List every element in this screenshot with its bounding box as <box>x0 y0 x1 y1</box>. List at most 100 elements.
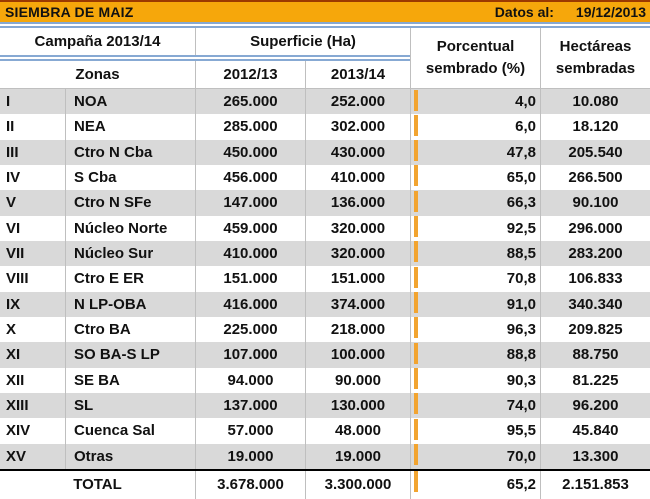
hectares-sown-cell: 96.200 <box>540 392 650 419</box>
header-campana: Campaña 2013/14 <box>0 28 195 55</box>
zone-name-cell: SL <box>65 392 195 419</box>
percent-sown-cell: 65,0 <box>410 164 540 191</box>
total-superficie-2013: 3.300.000 <box>305 470 410 499</box>
databar <box>414 471 418 493</box>
zone-number-cell: X <box>6 321 17 339</box>
percent-value: 74,0 <box>506 397 536 415</box>
table-row: I NOA 265.000 252.000 4,0 10.080 <box>0 89 650 115</box>
superficie-2013-cell: 136.000 <box>305 190 410 216</box>
hectares-sown-cell: 209.825 <box>540 316 650 343</box>
total-label: TOTAL <box>73 476 122 494</box>
hectares-sown-cell: 88.750 <box>540 342 650 368</box>
percent-sown-cell: 70,0 <box>410 443 540 469</box>
title-band: SIEMBRA DE MAIZ Datos al: 19/12/2013 <box>0 0 650 22</box>
zone-number-cell: VIII <box>6 270 29 288</box>
percent-value: 70,8 <box>506 270 536 288</box>
databar-track <box>414 241 534 263</box>
table-row: X Ctro BA 225.000 218.000 96,3 209.825 <box>0 316 650 343</box>
zone-number-cell: II <box>6 118 15 136</box>
superficie-2012-cell: 265.000 <box>195 89 305 115</box>
total-percent-cell: 65,2 <box>410 470 540 499</box>
zone-name-cell: Otras <box>65 443 195 469</box>
header-2012-13: 2012/13 <box>195 61 305 88</box>
percent-sown-cell: 95,5 <box>410 418 540 444</box>
databar <box>414 266 418 288</box>
percent-value: 70,0 <box>506 447 536 465</box>
table-row: VIII Ctro E ER 151.000 151.000 70,8 106.… <box>0 266 650 292</box>
total-hectares: 2.151.853 <box>540 470 650 499</box>
databar-track <box>414 216 534 238</box>
databar <box>414 241 418 263</box>
databar <box>414 190 418 212</box>
zone-number-cell: VII <box>6 245 25 263</box>
table-row: VI Núcleo Norte 459.000 320.000 92,5 296… <box>0 215 650 241</box>
zone-name-cell: Ctro N SFe <box>65 190 195 216</box>
databar-track <box>414 190 534 213</box>
superficie-2012-cell: 225.000 <box>195 316 305 343</box>
superficie-2012-cell: 410.000 <box>195 240 305 267</box>
hectares-sown-cell: 296.000 <box>540 215 650 241</box>
databar-track <box>414 89 534 112</box>
databar-track <box>414 342 534 365</box>
databar-track <box>414 140 534 162</box>
percent-value: 4,0 <box>515 93 536 111</box>
hectares-sown-cell: 81.225 <box>540 367 650 393</box>
percent-sown-cell: 70,8 <box>410 266 540 292</box>
databar-track <box>414 393 534 415</box>
superficie-2012-cell: 459.000 <box>195 215 305 241</box>
databar-track <box>414 266 534 289</box>
superficie-2013-cell: 320.000 <box>305 215 410 241</box>
percent-sown-cell: 4,0 <box>410 89 540 115</box>
zone-number-cell: XV <box>6 447 27 465</box>
total-superficie-2012: 3.678.000 <box>195 470 305 499</box>
datos-al-label: Datos al: <box>494 4 554 20</box>
header-2013-14: 2013/14 <box>305 61 410 88</box>
percent-sown-cell: 74,0 <box>410 392 540 419</box>
hectares-sown-cell: 90.100 <box>540 190 650 216</box>
hectares-sown-cell: 18.120 <box>540 114 650 140</box>
superficie-2012-cell: 19.000 <box>195 443 305 469</box>
table-row: XI SO BA-S LP 107.000 100.000 88,8 88.75… <box>0 342 650 368</box>
zone-name-cell: SE BA <box>65 367 195 393</box>
superficie-2012-cell: 416.000 <box>195 291 305 317</box>
table-row: V Ctro N SFe 147.000 136.000 66,3 90.100 <box>0 190 650 216</box>
percent-value: 6,0 <box>515 118 536 136</box>
header-porcentual-sembrado: Porcentual sembrado (%) <box>410 28 540 88</box>
header-zonas: Zonas <box>0 61 195 88</box>
hectares-sown-cell: 205.540 <box>540 139 650 165</box>
databar-track <box>414 471 534 496</box>
table-header: Campaña 2013/14 Superficie (Ha) Porcentu… <box>0 28 650 89</box>
databar <box>414 342 418 364</box>
hectares-sown-cell: 340.340 <box>540 291 650 317</box>
zone-name-cell: N LP-OBA <box>65 291 195 317</box>
databar <box>414 89 418 111</box>
report-title: SIEMBRA DE MAIZ <box>5 4 134 20</box>
blue-double-divider-top <box>0 22 650 28</box>
table-row: IX N LP-OBA 416.000 374.000 91,0 340.340 <box>0 291 650 317</box>
zone-number-cell: XII <box>6 371 25 389</box>
percent-value: 65,0 <box>506 169 536 187</box>
header-superficie: Superficie (Ha) <box>195 28 410 55</box>
databar <box>414 292 418 314</box>
superficie-2013-cell: 302.000 <box>305 114 410 140</box>
databar-track <box>414 317 534 339</box>
superficie-2012-cell: 94.000 <box>195 367 305 393</box>
databar <box>414 317 418 339</box>
percent-value: 47,8 <box>506 143 536 161</box>
percent-sown-cell: 88,8 <box>410 342 540 368</box>
table-row: II NEA 285.000 302.000 6,0 18.120 <box>0 114 650 140</box>
hectares-sown-cell: 10.080 <box>540 89 650 115</box>
zone-number-cell: III <box>6 143 19 161</box>
percent-value: 92,5 <box>506 219 536 237</box>
databar <box>414 444 418 466</box>
databar <box>414 216 418 238</box>
hectares-sown-cell: 45.840 <box>540 418 650 444</box>
zone-number-cell: V <box>6 194 17 212</box>
databar <box>414 368 418 390</box>
superficie-2012-cell: 456.000 <box>195 164 305 191</box>
databar <box>414 114 418 136</box>
databar <box>414 418 418 440</box>
percent-sown-cell: 96,3 <box>410 316 540 343</box>
percent-sown-cell: 47,8 <box>410 139 540 165</box>
superficie-2013-cell: 19.000 <box>305 443 410 469</box>
